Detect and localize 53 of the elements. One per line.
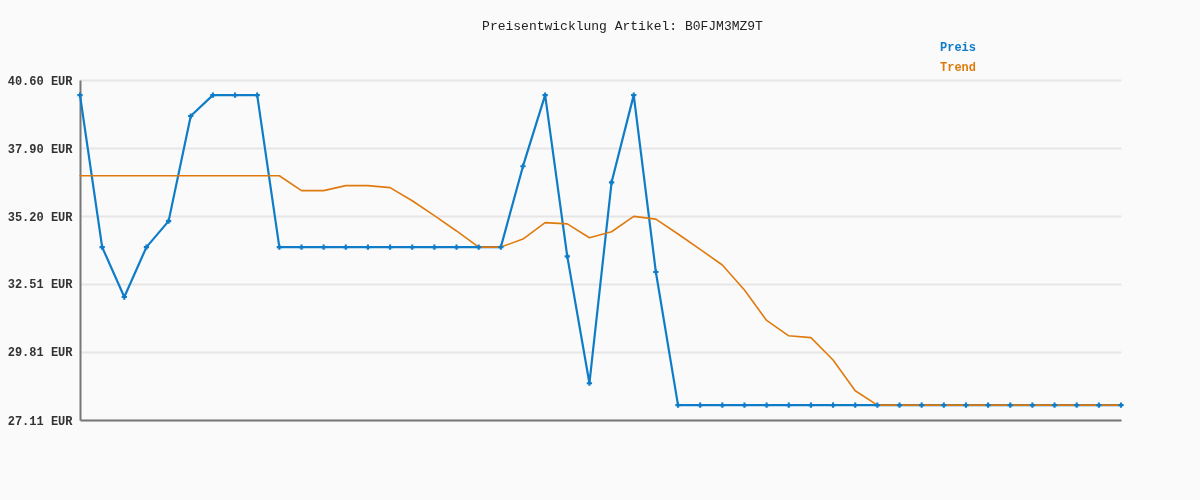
- y-tick-label: 37.90 EUR: [7, 142, 74, 157]
- point: [188, 113, 194, 119]
- point: [697, 402, 703, 408]
- point: [520, 163, 526, 169]
- y-tick-label: 29.81 EUR: [7, 346, 74, 361]
- y-tick-label: 40.60 EUR: [7, 74, 74, 89]
- point: [409, 244, 415, 250]
- point: [675, 402, 681, 408]
- point: [830, 402, 836, 408]
- point: [143, 244, 150, 250]
- point: [786, 402, 792, 408]
- point: [365, 244, 371, 250]
- point: [298, 244, 305, 250]
- point: [1029, 402, 1036, 408]
- point: [1007, 402, 1013, 408]
- point: [476, 244, 482, 250]
- point: [941, 402, 947, 408]
- point: [343, 244, 349, 250]
- point: [165, 218, 172, 224]
- point: [1051, 402, 1058, 408]
- point: [453, 244, 460, 250]
- text: Trend: [940, 61, 977, 75]
- point: [852, 402, 858, 408]
- point: [498, 244, 504, 250]
- y-tick-label: 27.11 EUR: [7, 414, 74, 429]
- point: [77, 92, 83, 98]
- y-tick-label: 35.20 EUR: [7, 210, 74, 225]
- point: [919, 402, 925, 408]
- point: [276, 244, 282, 250]
- point: [963, 402, 969, 408]
- point: [985, 402, 991, 408]
- point: [1074, 402, 1080, 408]
- point: [653, 269, 659, 275]
- point: [741, 402, 748, 408]
- point: [320, 244, 327, 250]
- point: [254, 92, 260, 98]
- point: [210, 92, 216, 98]
- point: [387, 244, 393, 250]
- point: [431, 244, 438, 250]
- point: [808, 402, 814, 408]
- point: [1096, 402, 1102, 408]
- point: [232, 92, 238, 98]
- y-tick-label: 32.51 EUR: [7, 278, 74, 293]
- point: [99, 244, 105, 250]
- text: Preis: [940, 41, 977, 55]
- point: [631, 92, 637, 98]
- chart-title: Preisentwicklung Artikel: B0FJM3MZ9T: [482, 19, 764, 34]
- point: [542, 92, 548, 98]
- point: [874, 402, 881, 408]
- point: [763, 402, 770, 408]
- point: [1118, 402, 1124, 408]
- point: [896, 402, 903, 408]
- point: [719, 402, 725, 408]
